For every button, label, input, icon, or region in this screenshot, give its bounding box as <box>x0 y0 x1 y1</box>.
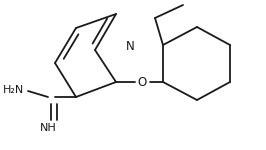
Text: H₂N: H₂N <box>3 85 25 95</box>
Text: O: O <box>137 75 147 88</box>
Text: NH: NH <box>40 123 56 133</box>
Text: N: N <box>126 40 134 54</box>
